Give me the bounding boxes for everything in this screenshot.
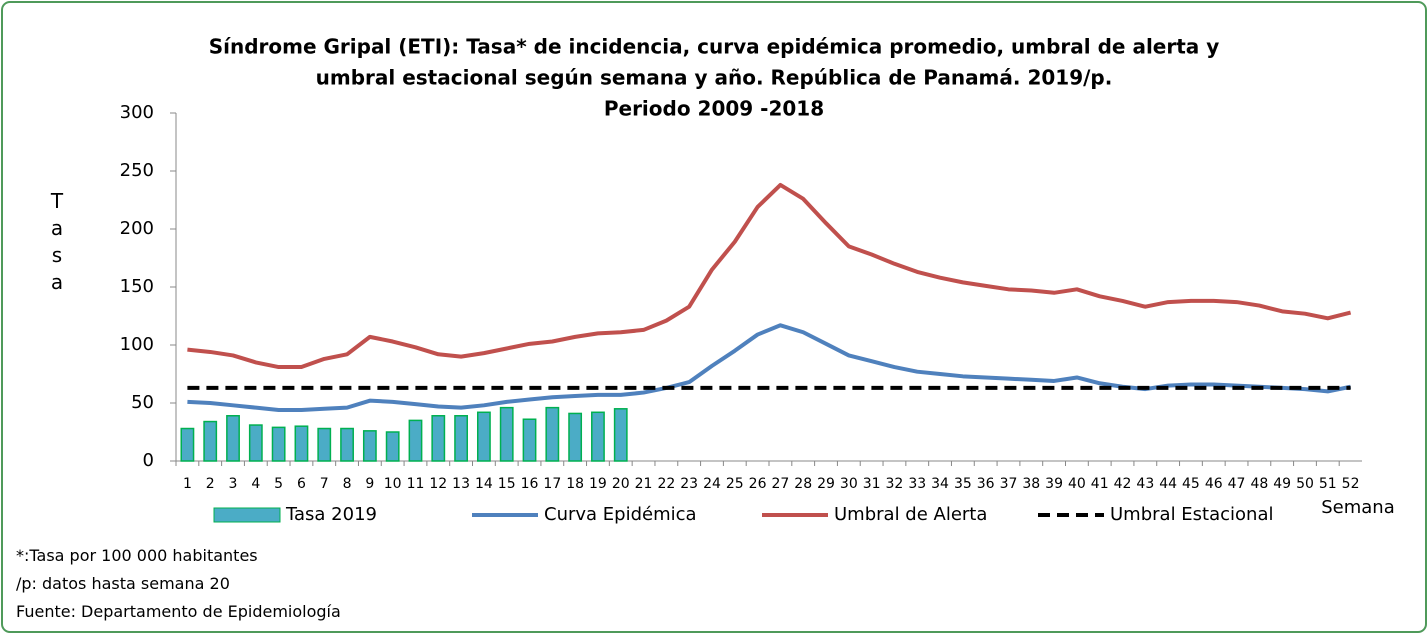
bar — [362, 430, 377, 462]
note: *:Tasa por 100 000 habitantes — [16, 546, 258, 565]
y-tick-label: 200 — [120, 218, 154, 239]
x-tick-label: 44 — [1159, 476, 1177, 492]
bar — [408, 419, 423, 462]
y-tick-label: 0 — [143, 450, 154, 471]
x-tick-label: 9 — [365, 476, 374, 492]
x-tick-label: 4 — [251, 476, 260, 492]
x-tick-label: 3 — [229, 476, 238, 492]
x-tick-label: 27 — [771, 476, 789, 492]
bar — [431, 415, 446, 462]
bar — [385, 431, 400, 462]
x-tick-label: 46 — [1205, 476, 1223, 492]
x-tick-label: 26 — [749, 476, 767, 492]
bar — [294, 425, 309, 462]
x-tick-label: 32 — [886, 476, 904, 492]
y-tick-label: 100 — [120, 334, 154, 355]
x-tick-label: 15 — [498, 476, 516, 492]
x-tick-label: 12 — [429, 476, 447, 492]
legend-label: Tasa 2019 — [285, 504, 377, 525]
bar — [180, 427, 195, 462]
x-tick-label: 22 — [657, 476, 675, 492]
x-tick-label: 25 — [726, 476, 744, 492]
x-tick-label: 8 — [343, 476, 352, 492]
y-tick-label: 50 — [131, 392, 154, 413]
legend-swatch — [213, 507, 281, 523]
series-line — [187, 182, 1352, 370]
x-tick-label: 47 — [1228, 476, 1246, 492]
series-line — [187, 323, 1351, 412]
bar — [613, 408, 628, 462]
x-tick-label: 45 — [1182, 476, 1200, 492]
x-tick-label: 48 — [1250, 476, 1268, 492]
x-tick-label: 18 — [566, 476, 584, 492]
x-tick-label: 34 — [931, 476, 949, 492]
x-tick-label: 14 — [475, 476, 493, 492]
y-tick-label: 300 — [120, 102, 154, 123]
x-tick-label: 23 — [680, 476, 698, 492]
x-tick-label: 19 — [589, 476, 607, 492]
x-tick-label: 28 — [794, 476, 812, 492]
legend-label: Umbral de Alerta — [834, 504, 987, 525]
bar — [248, 424, 263, 462]
bar — [340, 427, 354, 462]
x-tick-label: 13 — [452, 476, 470, 492]
x-tick-label: 2 — [206, 476, 215, 492]
bar — [522, 418, 537, 462]
bar — [476, 411, 491, 462]
x-axis-label: Semana — [1321, 497, 1395, 518]
x-tick-label: 21 — [635, 476, 653, 492]
x-tick-label: 33 — [908, 476, 926, 492]
x-tick-label: 29 — [817, 476, 835, 492]
chart-title: Periodo 2009 -2018 — [604, 97, 824, 121]
x-tick-label: 6 — [297, 476, 306, 492]
x-tick-label: 7 — [320, 476, 329, 492]
x-tick-label: 30 — [840, 476, 858, 492]
bar — [545, 406, 560, 462]
note: /p: datos hasta semana 20 — [16, 574, 230, 593]
x-tick-label: 36 — [977, 476, 995, 492]
chart-title: Síndrome Gripal (ETI): Tasa* de incidenc… — [209, 35, 1220, 59]
x-tick-label: 20 — [612, 476, 630, 492]
x-tick-label: 37 — [1000, 476, 1018, 492]
chart-title: umbral estacional según semana y año. Re… — [316, 66, 1113, 90]
x-tick-label: 5 — [274, 476, 283, 492]
x-tick-label: 50 — [1296, 476, 1314, 492]
bar — [591, 411, 605, 462]
x-tick-label: 31 — [863, 476, 881, 492]
x-tick-label: 39 — [1045, 476, 1063, 492]
x-tick-label: 49 — [1273, 476, 1291, 492]
bar — [271, 426, 286, 462]
y-tick-label: 150 — [120, 276, 154, 297]
bar — [499, 406, 514, 462]
x-tick-label: 51 — [1319, 476, 1337, 492]
x-tick-label: 24 — [703, 476, 721, 492]
x-tick-label: 11 — [407, 476, 425, 492]
x-tick-label: 41 — [1091, 476, 1109, 492]
bar — [317, 427, 332, 462]
legend-label: Umbral Estacional — [1110, 504, 1273, 525]
bar — [454, 415, 469, 462]
bar — [226, 415, 240, 462]
legend-label: Curva Epidémica — [544, 504, 697, 525]
y-tick-label: 250 — [120, 160, 154, 181]
x-tick-label: 1 — [183, 476, 192, 492]
bar — [568, 412, 583, 462]
x-tick-label: 17 — [543, 476, 561, 492]
x-tick-label: 52 — [1342, 476, 1360, 492]
x-tick-label: 16 — [521, 476, 539, 492]
x-tick-label: 43 — [1136, 476, 1154, 492]
bar — [203, 420, 218, 462]
note: Fuente: Departamento de Epidemiología — [16, 602, 341, 621]
x-tick-label: 42 — [1114, 476, 1132, 492]
x-tick-label: 35 — [954, 476, 972, 492]
x-tick-label: 38 — [1022, 476, 1040, 492]
y-axis-label: Tasa — [50, 189, 64, 294]
x-tick-label: 40 — [1068, 476, 1086, 492]
x-tick-label: 10 — [384, 476, 402, 492]
